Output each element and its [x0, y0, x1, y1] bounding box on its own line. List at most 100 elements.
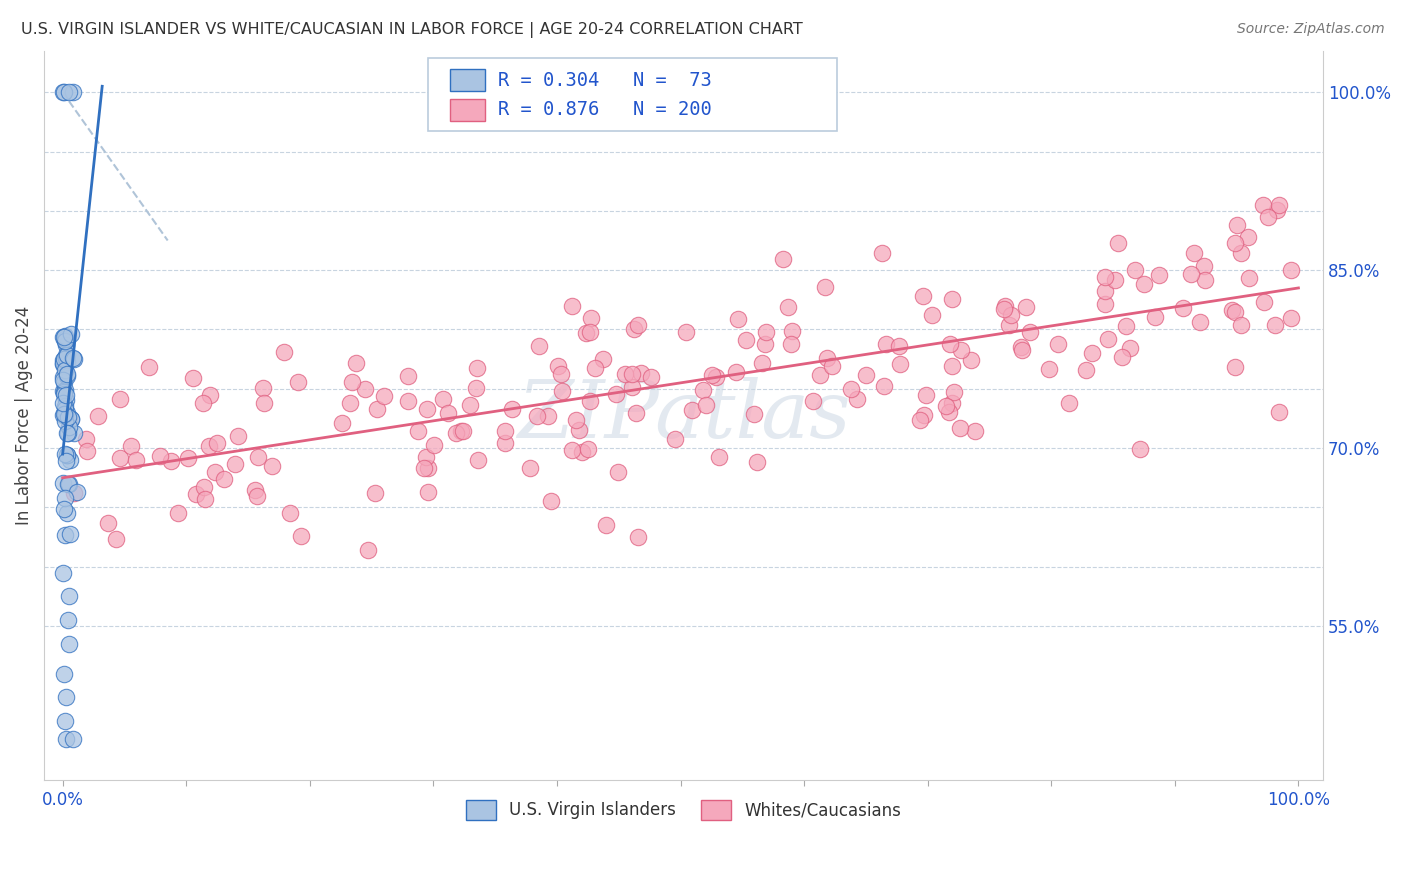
Text: U.S. VIRGIN ISLANDER VS WHITE/CAUCASIAN IN LABOR FORCE | AGE 20-24 CORRELATION C: U.S. VIRGIN ISLANDER VS WHITE/CAUCASIAN … [21, 22, 803, 38]
Point [1014, 300, 1036, 314]
Point [432, 392, 454, 406]
Point [1107, 236, 1129, 251]
Point [62, 731, 84, 746]
Point [62, 351, 84, 365]
Point [344, 356, 367, 370]
Point [55, 355, 77, 369]
Point [53, 334, 76, 348]
Point [416, 484, 439, 499]
Point [58, 413, 80, 427]
Point [56, 406, 79, 420]
Point [960, 352, 983, 367]
Point [1011, 343, 1033, 358]
Point [814, 280, 837, 294]
Point [704, 370, 727, 384]
Point [412, 461, 434, 475]
Point [911, 289, 934, 303]
Point [52, 566, 75, 580]
Point [614, 367, 637, 381]
Point [700, 368, 723, 383]
Point [1000, 308, 1022, 322]
Point [287, 376, 309, 390]
Point [467, 453, 489, 467]
Point [1268, 405, 1291, 419]
Point [935, 399, 957, 413]
Point [681, 403, 703, 417]
Point [55, 414, 77, 428]
Point [887, 339, 910, 353]
Point [197, 439, 219, 453]
Point [52, 85, 75, 99]
Point [212, 473, 235, 487]
Point [1257, 210, 1279, 224]
Point [193, 480, 215, 494]
Point [780, 324, 803, 338]
Point [252, 381, 274, 395]
Point [342, 376, 364, 390]
Point [1118, 341, 1140, 355]
Point [52, 408, 75, 422]
Point [53, 447, 76, 461]
Point [55, 448, 77, 462]
Point [125, 453, 148, 467]
Point [551, 384, 574, 398]
Point [889, 357, 911, 371]
Point [56, 410, 79, 425]
Bar [450, 99, 485, 120]
Point [465, 361, 488, 376]
Point [62, 85, 84, 99]
Point [1237, 230, 1260, 244]
Point [97, 516, 120, 530]
Point [149, 449, 172, 463]
Point [373, 389, 395, 403]
Point [754, 337, 776, 351]
Point [1046, 336, 1069, 351]
Point [290, 529, 312, 543]
Point [56, 368, 79, 383]
Point [526, 409, 548, 424]
Point [621, 380, 644, 394]
Point [273, 344, 295, 359]
Point [52, 395, 75, 409]
Point [675, 325, 697, 339]
Point [772, 252, 794, 266]
Point [108, 450, 131, 465]
Point [1220, 303, 1243, 318]
Point [692, 383, 714, 397]
Point [55, 731, 77, 746]
Point [501, 402, 523, 417]
Point [626, 406, 648, 420]
Point [53, 328, 76, 343]
Point [63, 486, 86, 500]
Point [167, 507, 190, 521]
Point [605, 386, 627, 401]
Point [855, 368, 877, 383]
Point [1253, 295, 1275, 310]
Point [1268, 198, 1291, 212]
Point [55, 338, 77, 352]
Point [621, 368, 644, 382]
Point [1123, 262, 1146, 277]
Point [664, 432, 686, 446]
Point [354, 383, 377, 397]
Point [53, 399, 76, 413]
Point [540, 493, 562, 508]
Point [243, 483, 266, 497]
Point [228, 429, 250, 443]
Point [1239, 270, 1261, 285]
Point [396, 394, 419, 409]
Point [52, 357, 75, 371]
Point [910, 413, 932, 427]
Point [949, 343, 972, 357]
Point [53, 402, 76, 417]
Text: Source: ZipAtlas.com: Source: ZipAtlas.com [1237, 22, 1385, 37]
Point [873, 379, 896, 393]
Point [56, 613, 79, 627]
Point [104, 532, 127, 546]
Point [1226, 218, 1249, 232]
Point [921, 309, 943, 323]
Point [75, 432, 97, 446]
Point [138, 359, 160, 374]
Point [941, 359, 963, 374]
Point [53, 407, 76, 421]
